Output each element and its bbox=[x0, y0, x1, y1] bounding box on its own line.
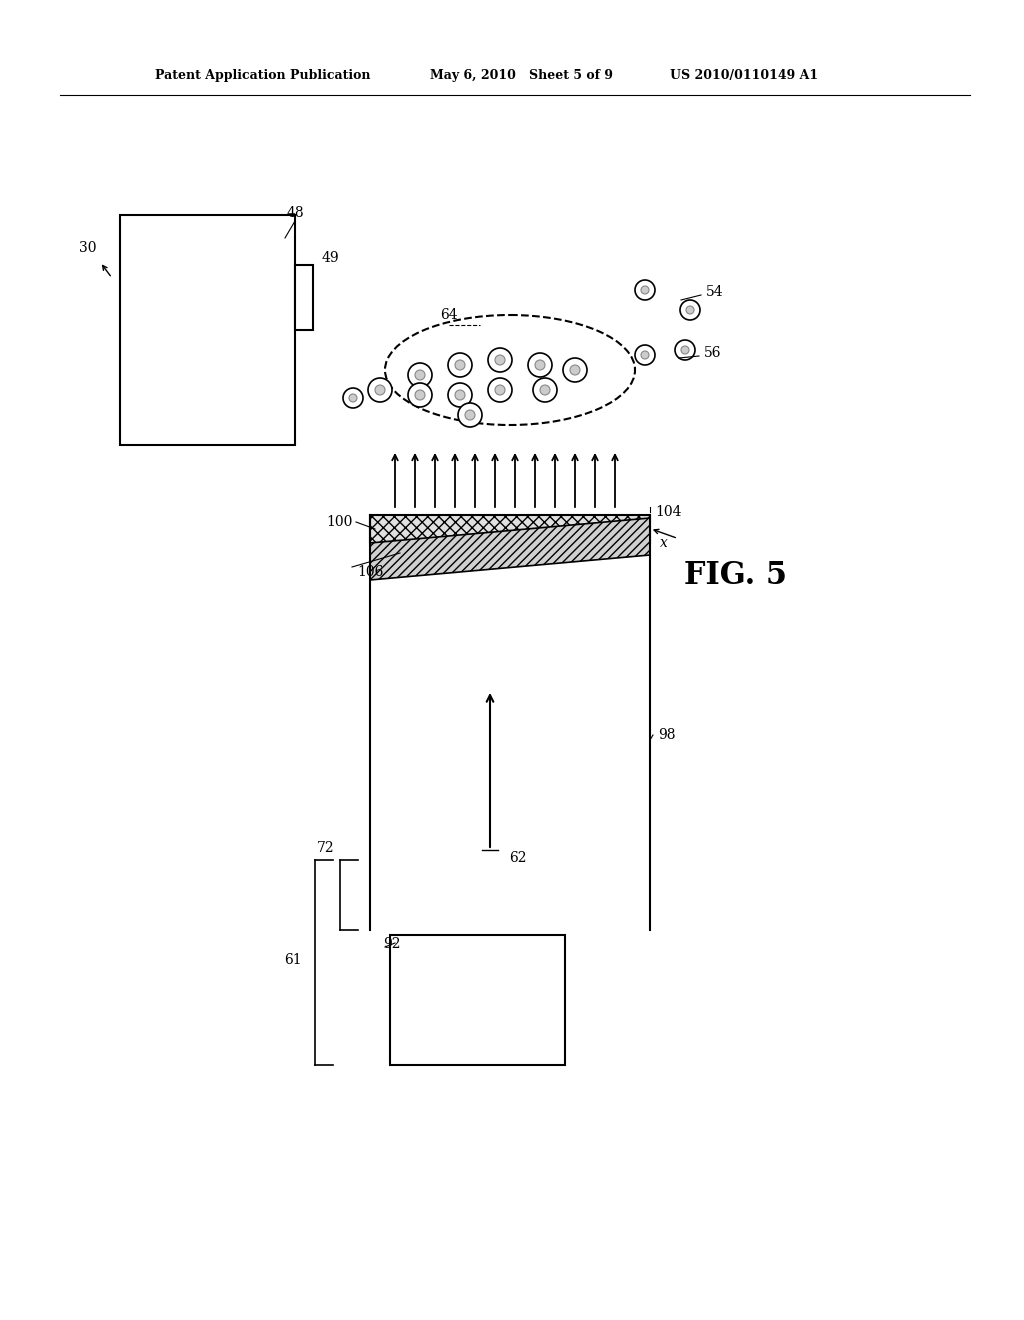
Text: 92: 92 bbox=[383, 937, 400, 950]
Circle shape bbox=[375, 385, 385, 395]
Text: 54: 54 bbox=[706, 285, 724, 300]
Circle shape bbox=[458, 403, 482, 426]
Circle shape bbox=[449, 352, 472, 378]
Text: 72: 72 bbox=[317, 841, 335, 855]
Circle shape bbox=[641, 351, 649, 359]
Circle shape bbox=[535, 360, 545, 370]
Circle shape bbox=[635, 345, 655, 366]
Circle shape bbox=[570, 366, 580, 375]
Circle shape bbox=[465, 411, 475, 420]
Bar bbox=[390, 935, 565, 1065]
Text: 104: 104 bbox=[655, 506, 682, 519]
Circle shape bbox=[415, 370, 425, 380]
Bar bbox=[120, 215, 295, 445]
Circle shape bbox=[455, 389, 465, 400]
Text: 100: 100 bbox=[327, 515, 353, 529]
Text: 30: 30 bbox=[79, 242, 96, 255]
Circle shape bbox=[449, 383, 472, 407]
Text: 64: 64 bbox=[440, 308, 458, 322]
Circle shape bbox=[635, 280, 655, 300]
Circle shape bbox=[680, 300, 700, 319]
Circle shape bbox=[540, 385, 550, 395]
Text: x: x bbox=[660, 536, 668, 550]
Text: 56: 56 bbox=[705, 346, 722, 360]
Bar bbox=[295, 265, 313, 330]
Circle shape bbox=[488, 348, 512, 372]
Bar bbox=[370, 515, 650, 543]
Circle shape bbox=[495, 385, 505, 395]
Text: FIG. 5: FIG. 5 bbox=[683, 560, 786, 590]
Text: US 2010/0110149 A1: US 2010/0110149 A1 bbox=[670, 69, 818, 82]
Circle shape bbox=[349, 393, 357, 403]
Polygon shape bbox=[370, 517, 650, 579]
Text: 48: 48 bbox=[286, 206, 304, 220]
Text: May 6, 2010   Sheet 5 of 9: May 6, 2010 Sheet 5 of 9 bbox=[430, 69, 613, 82]
Circle shape bbox=[488, 378, 512, 403]
Circle shape bbox=[528, 352, 552, 378]
Circle shape bbox=[415, 389, 425, 400]
Circle shape bbox=[675, 341, 695, 360]
Circle shape bbox=[563, 358, 587, 381]
Circle shape bbox=[681, 346, 689, 354]
Text: 106: 106 bbox=[357, 565, 383, 579]
Circle shape bbox=[343, 388, 362, 408]
Circle shape bbox=[641, 286, 649, 294]
Text: 49: 49 bbox=[322, 251, 340, 265]
Text: 98: 98 bbox=[658, 729, 676, 742]
Text: 62: 62 bbox=[509, 851, 526, 865]
Circle shape bbox=[686, 306, 694, 314]
Text: Patent Application Publication: Patent Application Publication bbox=[155, 69, 371, 82]
Text: 61: 61 bbox=[285, 953, 302, 968]
Circle shape bbox=[495, 355, 505, 366]
Circle shape bbox=[368, 378, 392, 403]
Circle shape bbox=[408, 363, 432, 387]
Circle shape bbox=[408, 383, 432, 407]
Circle shape bbox=[455, 360, 465, 370]
Circle shape bbox=[534, 378, 557, 403]
